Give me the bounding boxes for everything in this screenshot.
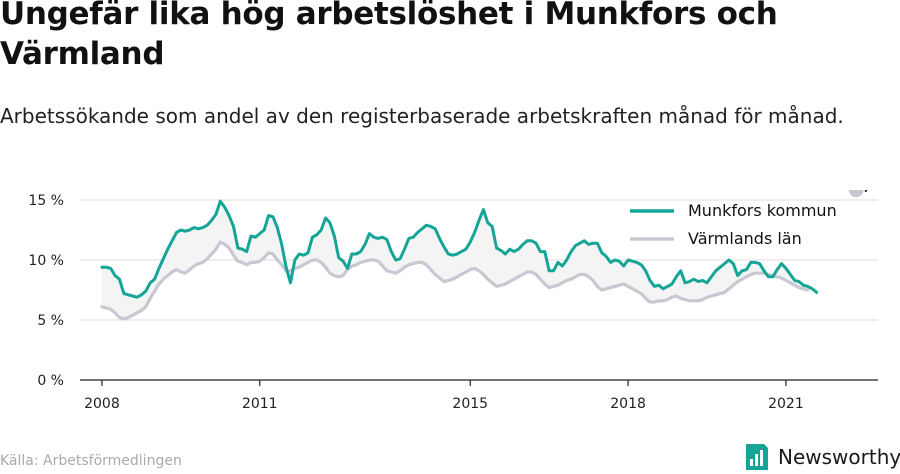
- chart-subtitle: Arbetssökande som andel av den registerb…: [0, 104, 844, 128]
- legend-label: Värmlands län: [688, 229, 802, 248]
- y-tick-label: 5 %: [37, 313, 64, 329]
- difference-band: [101, 201, 808, 319]
- x-tick-label: 2018: [610, 396, 646, 412]
- y-tick-label: 15 %: [28, 193, 64, 209]
- end-value-label: 7,3 %: [854, 190, 898, 194]
- series-line-munkfors: [100, 199, 819, 299]
- legend-label: Munkfors kommun: [688, 201, 837, 220]
- x-tick-label: 2011: [242, 396, 278, 412]
- logo-text: Newsworthy: [778, 445, 900, 469]
- legend: Munkfors kommun Värmlands län: [630, 201, 837, 248]
- series-line-varmland: [100, 240, 810, 321]
- x-tick-label: 2015: [452, 396, 488, 412]
- source-note: Källa: Arbetsförmedlingen: [0, 453, 182, 469]
- series-lines: [100, 199, 819, 321]
- newsworthy-logo-icon: [746, 444, 768, 470]
- x-tick-label: 2021: [768, 396, 804, 412]
- x-tick-label: 2008: [84, 396, 120, 412]
- chart-title: Ungefär lika hög arbetslöshet i Munkfors…: [0, 0, 778, 72]
- y-tick-label: 10 %: [28, 253, 64, 269]
- axes: 0 % 5 % 10 % 15 % 2008 2011 2015 2018 2021: [28, 193, 878, 412]
- line-chart: 0 % 5 % 10 % 15 % 2008 2011 2015 2018 2021 Munkf…: [28, 190, 898, 412]
- y-tick-label: 0 %: [37, 373, 64, 389]
- end-point-marker: [847, 190, 865, 199]
- annotations: 7,3 %: [847, 190, 898, 199]
- newsworthy-logo: Newsworthy: [744, 441, 900, 473]
